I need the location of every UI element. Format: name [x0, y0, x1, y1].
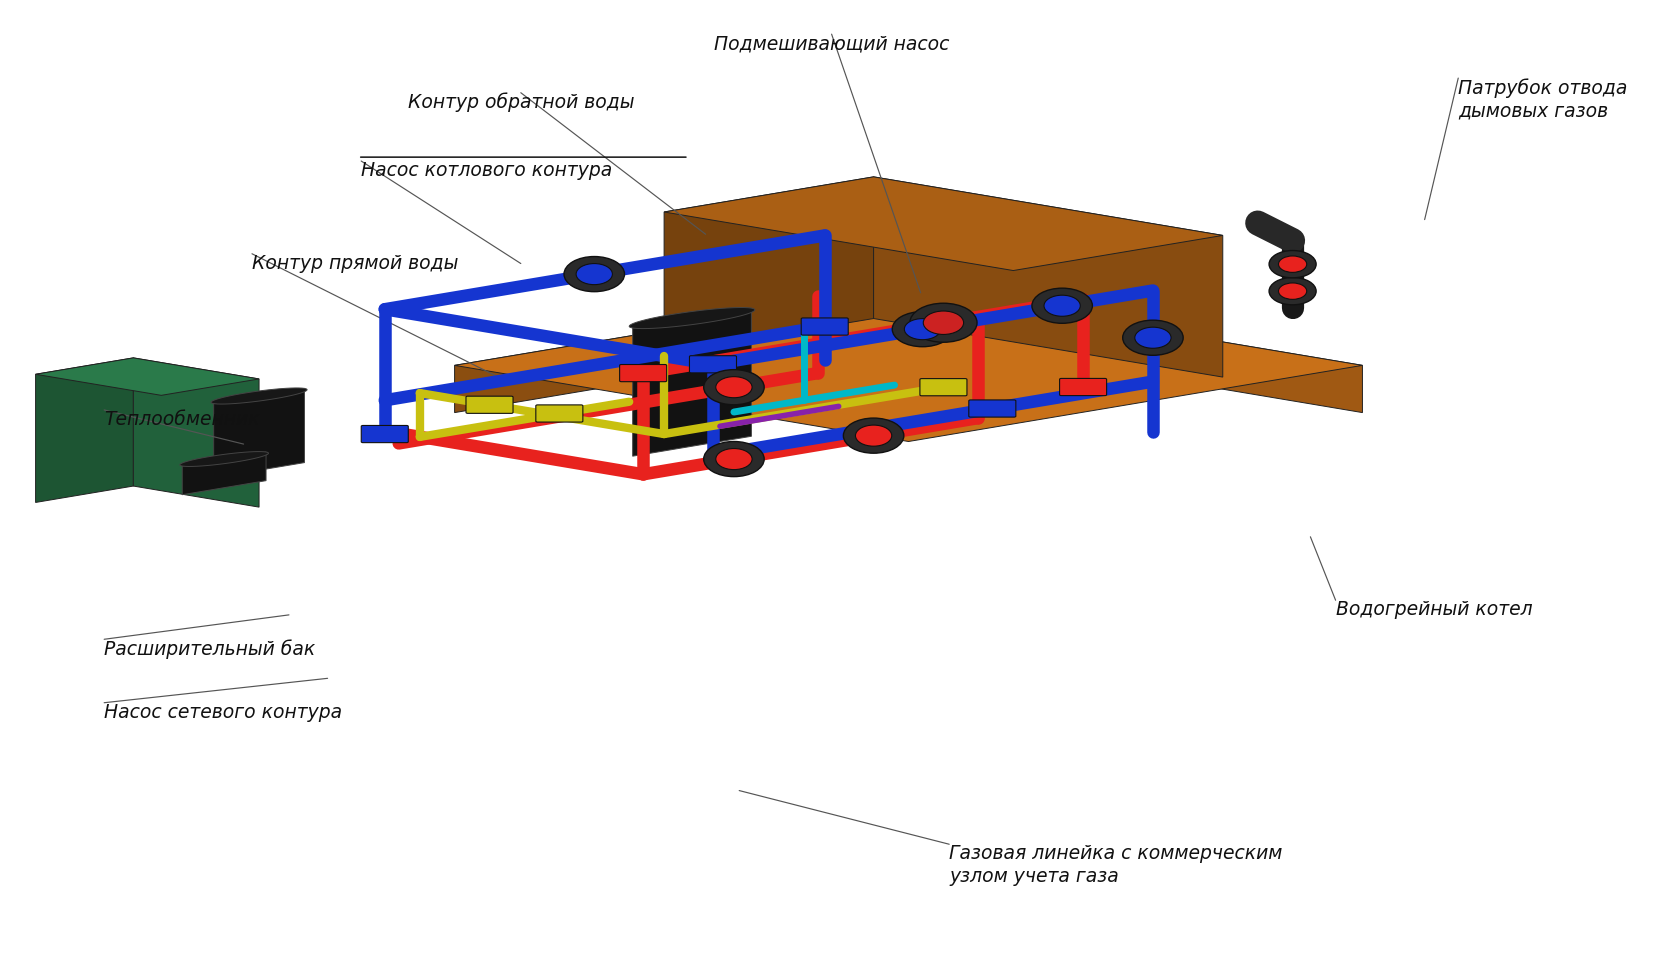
Polygon shape — [35, 358, 133, 503]
Circle shape — [855, 426, 892, 446]
FancyBboxPatch shape — [1060, 379, 1107, 395]
Circle shape — [1268, 277, 1315, 305]
Text: Насос котлового контура: Насос котлового контура — [361, 161, 613, 180]
Text: Подмешивающий насос: Подмешивающий насос — [714, 34, 949, 53]
FancyBboxPatch shape — [921, 379, 968, 396]
Polygon shape — [664, 177, 874, 353]
Circle shape — [843, 418, 904, 453]
Polygon shape — [909, 289, 1362, 413]
Text: Контур прямой воды: Контур прямой воды — [252, 254, 459, 272]
Polygon shape — [181, 452, 265, 495]
FancyBboxPatch shape — [620, 364, 667, 382]
Circle shape — [892, 311, 953, 346]
Polygon shape — [35, 358, 259, 395]
Circle shape — [1134, 327, 1171, 348]
Polygon shape — [455, 289, 1362, 441]
Polygon shape — [212, 387, 307, 404]
Polygon shape — [633, 308, 751, 456]
Polygon shape — [874, 177, 1223, 377]
Text: Газовая линейка с коммерческим
узлом учета газа: Газовая линейка с коммерческим узлом уче… — [949, 844, 1282, 886]
Text: Водогрейный котел: Водогрейный котел — [1336, 600, 1532, 619]
Circle shape — [924, 311, 964, 335]
Circle shape — [904, 318, 941, 340]
Text: Насос сетевого контура: Насос сетевого контура — [104, 703, 343, 721]
Circle shape — [1278, 283, 1307, 300]
Polygon shape — [180, 452, 269, 467]
Circle shape — [1278, 256, 1307, 272]
Text: Теплообменник: Теплообменник — [104, 410, 260, 428]
Circle shape — [1043, 295, 1080, 316]
Circle shape — [1122, 320, 1183, 355]
FancyBboxPatch shape — [969, 400, 1016, 417]
FancyBboxPatch shape — [465, 396, 512, 414]
Circle shape — [911, 304, 978, 343]
Circle shape — [704, 370, 764, 405]
Circle shape — [716, 377, 753, 398]
Text: Расширительный бак: Расширительный бак — [104, 639, 316, 659]
FancyBboxPatch shape — [1038, 297, 1085, 314]
FancyBboxPatch shape — [361, 426, 408, 443]
Circle shape — [704, 441, 764, 476]
FancyBboxPatch shape — [689, 355, 736, 373]
Polygon shape — [455, 289, 909, 413]
Polygon shape — [628, 307, 754, 329]
Polygon shape — [133, 358, 259, 508]
FancyBboxPatch shape — [801, 318, 848, 335]
Circle shape — [1268, 251, 1315, 278]
Circle shape — [716, 449, 753, 469]
Circle shape — [564, 257, 625, 292]
FancyBboxPatch shape — [536, 405, 583, 422]
Text: Контур обратной воды: Контур обратной воды — [408, 93, 633, 112]
FancyBboxPatch shape — [921, 314, 968, 331]
Polygon shape — [664, 177, 1223, 270]
Text: Патрубок отвода
дымовых газов: Патрубок отвода дымовых газов — [1458, 78, 1628, 120]
Circle shape — [1032, 288, 1092, 323]
Circle shape — [576, 264, 613, 285]
Polygon shape — [213, 388, 304, 478]
